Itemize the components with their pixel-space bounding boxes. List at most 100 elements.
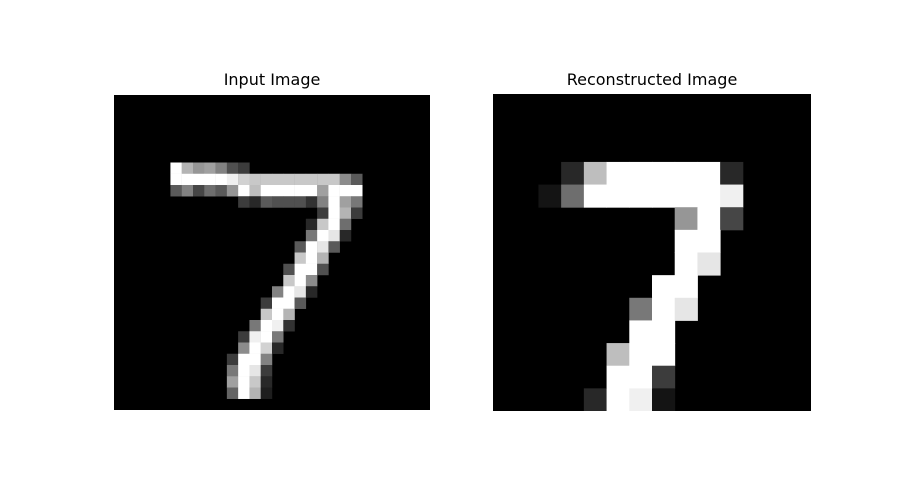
input-pixel <box>249 331 261 342</box>
input-pixel <box>340 185 352 196</box>
reconstructed-pixel <box>652 366 675 389</box>
reconstructed-pixel <box>652 162 675 185</box>
input-pixel <box>249 196 261 207</box>
input-pixel <box>261 196 273 207</box>
input-pixel <box>238 354 250 365</box>
input-pixel <box>295 174 307 185</box>
reconstructed-pixel <box>675 162 698 185</box>
input-pixel <box>227 354 239 365</box>
input-pixel <box>283 264 295 275</box>
input-pixel <box>317 208 329 219</box>
input-pixel <box>182 185 194 196</box>
input-pixel <box>249 376 261 387</box>
input-pixel <box>238 388 250 399</box>
input-pixel <box>295 185 307 196</box>
input-pixel <box>283 309 295 320</box>
reconstructed-pixel <box>652 343 675 366</box>
input-pixel <box>283 320 295 331</box>
input-pixel <box>261 365 273 376</box>
input-pixel <box>227 185 239 196</box>
input-pixel <box>328 185 340 196</box>
reconstructed-pixel <box>607 162 630 185</box>
reconstructed-pixel <box>629 320 652 343</box>
input-pixel <box>317 196 329 207</box>
input-pixel <box>283 174 295 185</box>
input-pixel <box>182 163 194 174</box>
input-pixel <box>182 174 194 185</box>
reconstructed-pixel <box>675 230 698 253</box>
input-pixel <box>306 264 318 275</box>
input-pixel <box>283 196 295 207</box>
reconstructed-pixel <box>629 366 652 389</box>
input-pixel <box>295 253 307 264</box>
input-pixel <box>306 219 318 230</box>
input-pixel <box>261 354 273 365</box>
input-pixel <box>272 298 284 309</box>
input-pixel <box>261 309 273 320</box>
input-pixel <box>227 365 239 376</box>
input-pixel <box>238 196 250 207</box>
input-pixel <box>328 230 340 241</box>
input-pixel <box>328 241 340 252</box>
input-pixel <box>351 174 363 185</box>
input-pixel <box>249 343 261 354</box>
reconstructed-pixel <box>697 207 720 230</box>
reconstructed-pixel <box>720 207 743 230</box>
input-pixel <box>283 286 295 297</box>
reconstructed-image-title: Reconstructed Image <box>493 70 811 89</box>
input-pixel <box>340 174 352 185</box>
reconstructed-pixel <box>629 298 652 321</box>
input-pixel <box>227 174 239 185</box>
input-pixel <box>328 196 340 207</box>
input-pixel <box>306 185 318 196</box>
input-pixel <box>261 298 273 309</box>
reconstructed-pixel <box>675 253 698 276</box>
input-pixel <box>283 298 295 309</box>
reconstructed-pixel <box>720 162 743 185</box>
reconstructed-pixel <box>561 185 584 208</box>
reconstructed-pixel <box>629 343 652 366</box>
input-pixel <box>295 196 307 207</box>
reconstructed-pixel <box>629 185 652 208</box>
reconstructed-pixel <box>720 185 743 208</box>
reconstructed-pixel <box>607 343 630 366</box>
input-pixel <box>340 230 352 241</box>
reconstructed-pixel <box>584 388 607 411</box>
input-pixel <box>227 388 239 399</box>
input-pixel <box>272 331 284 342</box>
input-pixel <box>272 286 284 297</box>
input-pixel <box>328 174 340 185</box>
input-pixel <box>238 174 250 185</box>
input-pixel <box>317 253 329 264</box>
input-pixel <box>193 163 205 174</box>
reconstructed-pixel <box>652 185 675 208</box>
input-pixel <box>328 208 340 219</box>
input-pixel <box>261 174 273 185</box>
input-pixel <box>249 185 261 196</box>
input-pixel <box>317 241 329 252</box>
input-pixel <box>261 343 273 354</box>
reconstructed-pixel <box>675 207 698 230</box>
input-pixel <box>295 298 307 309</box>
input-pixel <box>328 219 340 230</box>
input-pixel <box>306 174 318 185</box>
reconstructed-pixel <box>538 185 561 208</box>
input-pixel <box>317 219 329 230</box>
input-pixel <box>272 174 284 185</box>
reconstructed-pixel <box>697 162 720 185</box>
input-pixel <box>238 343 250 354</box>
reconstructed-pixel <box>607 366 630 389</box>
reconstructed-pixel <box>697 185 720 208</box>
input-pixel <box>272 320 284 331</box>
input-pixel <box>216 174 228 185</box>
input-pixel <box>238 185 250 196</box>
input-pixel <box>317 185 329 196</box>
input-pixel <box>249 174 261 185</box>
input-pixel <box>283 185 295 196</box>
input-pixel <box>193 185 205 196</box>
input-pixel <box>261 376 273 387</box>
input-pixel <box>204 185 216 196</box>
reconstructed-pixel <box>629 162 652 185</box>
reconstructed-pixel <box>675 185 698 208</box>
input-pixel <box>238 376 250 387</box>
